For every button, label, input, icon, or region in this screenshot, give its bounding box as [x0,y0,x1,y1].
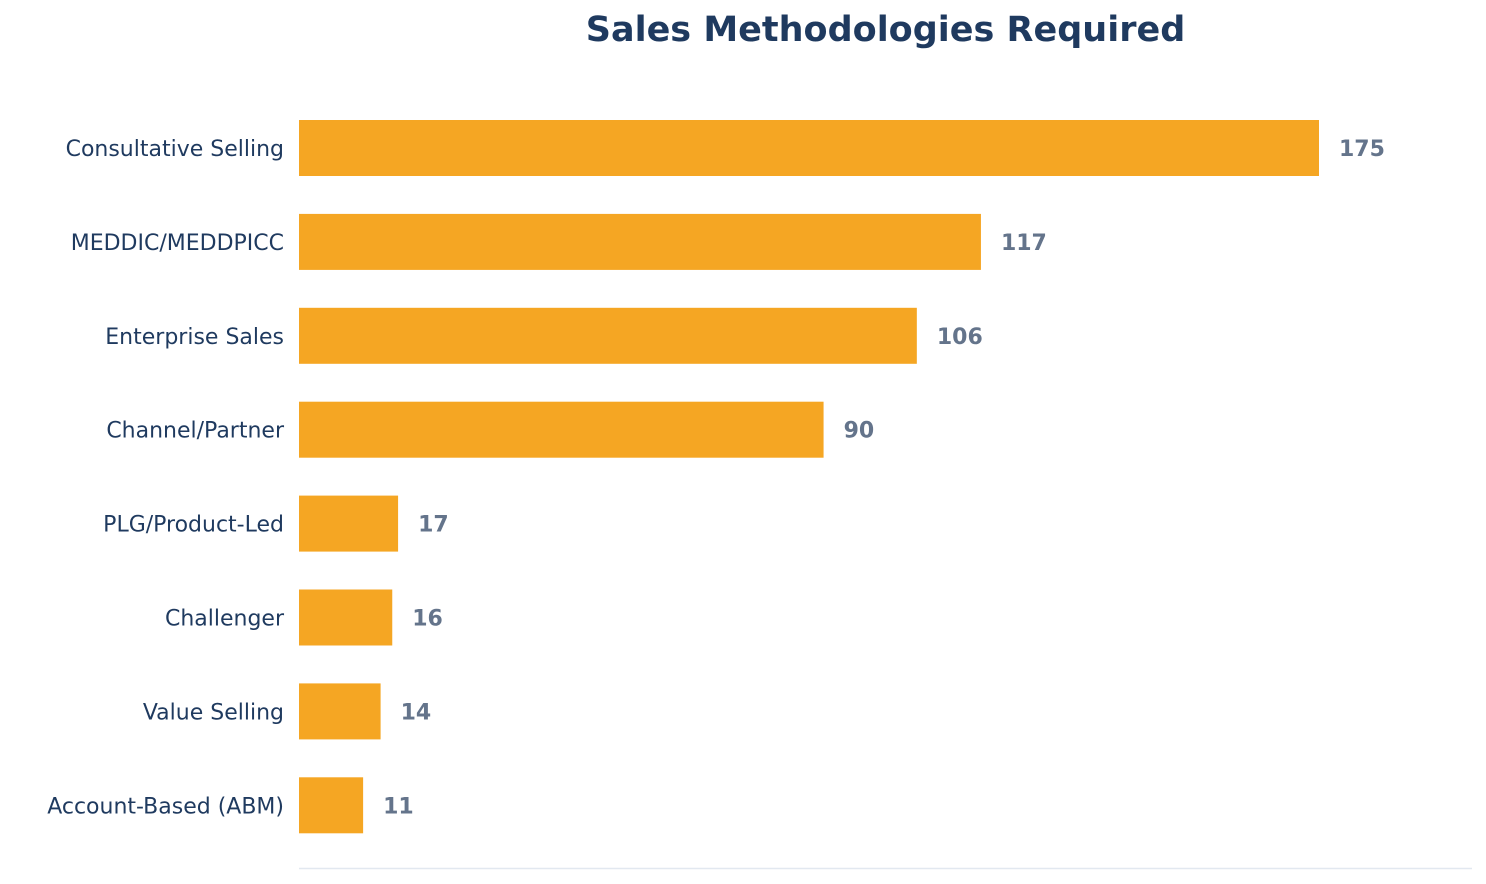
category-label: Consultative Selling [66,137,284,162]
bar-4 [299,495,399,552]
bar-1 [299,213,981,270]
category-label: Value Selling [143,700,284,725]
category-label: Channel/Partner [106,419,285,444]
chart-title: Sales Methodologies Required [585,10,1186,50]
category-label: Challenger [165,607,285,632]
category-label: PLG/Product-Led [103,513,284,538]
value-label: 11 [383,794,414,819]
value-label: 117 [1001,231,1047,256]
bar-6 [299,683,381,740]
category-label: Account-Based (ABM) [47,794,284,819]
value-label: 90 [844,419,875,444]
bar-5 [299,589,393,646]
category-label: Enterprise Sales [105,325,284,350]
value-label: 106 [937,325,983,350]
value-label: 14 [401,700,432,725]
bar-3 [299,401,824,458]
value-label: 17 [418,513,449,538]
category-label: MEDDIC/MEDDPICC [71,231,284,256]
value-label: 16 [412,607,443,632]
bar-0 [299,120,1319,176]
bar-2 [299,307,917,364]
value-label: 175 [1339,137,1385,162]
bar-7 [299,777,364,834]
